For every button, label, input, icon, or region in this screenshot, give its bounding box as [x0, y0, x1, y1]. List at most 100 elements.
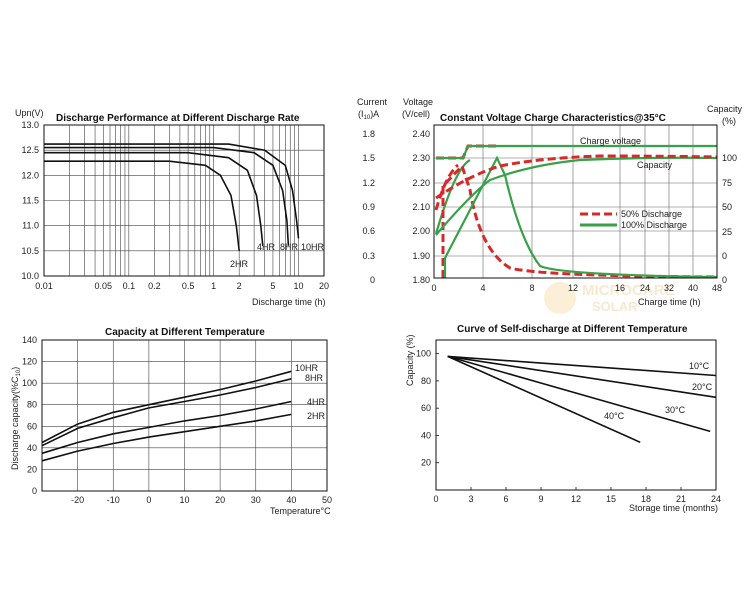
chart1-title: Discharge Performance at Different Disch… — [56, 113, 300, 124]
chart4-x-tick-label: 18 — [641, 494, 651, 504]
chart2-capacity-unit: (%) — [722, 116, 736, 126]
chart3-y-tick-label: 60 — [27, 421, 37, 431]
chart1-x-tick-label: 5 — [270, 281, 275, 291]
chart1-y-tick-label: 11.0 — [22, 221, 39, 231]
legend-100-label: 100% Discharge — [621, 220, 687, 230]
chart3-label-4hr: 4HR — [307, 397, 326, 407]
chart1-x-tick-label: 20 — [319, 281, 329, 291]
chart1-x-tick-label: 0.5 — [182, 281, 195, 291]
self-discharge-chart: Curve of Self-discharge at Different Tem… — [405, 324, 721, 513]
chart3-label-8hr: 8HR — [305, 373, 324, 383]
chart2-current-label: Current — [357, 97, 388, 107]
chart2-x-tick-label: 48 — [712, 283, 722, 293]
chart2-series — [434, 144, 718, 279]
chart2-current-tick-label: 0.6 — [362, 226, 375, 236]
chart3-y-tick-label: 100 — [22, 378, 37, 388]
chart1-x-tick-label: 0.1 — [123, 281, 136, 291]
chart4-title: Curve of Self-discharge at Different Tem… — [457, 324, 688, 335]
chart1-x-tick-label: 0.2 — [148, 281, 161, 291]
watermark-line1: MICROCARE — [582, 282, 675, 299]
watermark-line2: SOLAR — [592, 299, 638, 314]
chart2-capacity-tick-label: 0 — [722, 275, 727, 285]
chart1-x-tick-label: 1 — [211, 281, 216, 291]
chart2-voltage-label: Voltage — [403, 97, 433, 107]
chart2-voltage-tick-label: 1.90 — [412, 251, 430, 261]
chart2-annotation-capacity: Capacity — [637, 160, 673, 170]
chart3-label-10hr: 10HR — [295, 363, 319, 373]
chart4-y-tick-label: 60 — [421, 403, 431, 413]
chart3-series-8hr — [41, 378, 292, 447]
discharge-performance-chart: Discharge Performance at Different Disch… — [15, 108, 329, 307]
chart2-current-unit: (I10)A — [358, 109, 379, 121]
chart1-y-tick-label: 10.5 — [21, 246, 39, 256]
chart1-series — [44, 143, 300, 251]
chart2-voltage-tick-label: 2.00 — [412, 226, 430, 236]
chart4-y-tick-label: 100 — [416, 349, 431, 359]
chart1-x-ticks: 0.01 0.05 0.1 0.2 0.5 1 2 5 10 20 — [35, 281, 329, 291]
chart3-grid — [42, 340, 327, 491]
chart1-series-8hr — [44, 146, 290, 246]
chart3-frame — [41, 339, 328, 492]
chart3-ylabel-close: ) — [10, 367, 20, 370]
chart2-current-unit-open: (I — [358, 109, 364, 119]
chart2-50-capacity — [435, 154, 718, 200]
chart1-label-2hr: 2HR — [230, 259, 249, 269]
chart1-y-tick-label: 11.5 — [22, 196, 39, 206]
chart1-label-10hr: 10HR — [301, 242, 325, 252]
chart2-100-voltage — [436, 144, 717, 160]
chart2-annotation-charge-voltage: Charge voltage — [580, 136, 641, 146]
chart1-y-tick-label: 12.5 — [21, 145, 39, 155]
chart4-label-10c: 10°C — [689, 361, 710, 371]
chart2-capacity-tick-label: 75 — [722, 178, 732, 188]
chart2-current-unit-sub: 10 — [364, 115, 371, 121]
chart2-x-tick-label: 24 — [640, 283, 650, 293]
chart3-x-tick-label: 40 — [286, 495, 296, 505]
chart3-title: Capacity at Different Temperature — [105, 327, 265, 338]
constant-voltage-charge-chart: Constant Voltage Charge Characteristics@… — [357, 97, 743, 307]
chart2-voltage-tick-label: 1.80 — [412, 275, 430, 285]
chart2-current-tick-label: 0.9 — [362, 202, 375, 212]
chart1-x-tick-label: 2 — [237, 281, 242, 291]
chart2-100-current — [443, 155, 718, 279]
chart3-series-2hr — [41, 413, 292, 462]
chart1-series-4hr — [44, 151, 264, 246]
chart2-current-tick-label: 0 — [370, 275, 375, 285]
chart2-100-capacity — [435, 156, 718, 236]
chart2-voltage-tick-label: 2.30 — [412, 153, 430, 163]
chart2-current-tick-label: 1.2 — [362, 178, 375, 188]
chart4-series-40c — [447, 355, 641, 444]
chart3-x-tick-label: -20 — [71, 495, 84, 505]
chart2-current-tick-label: 0.3 — [362, 251, 375, 261]
chart2-x-tick-label: 0 — [431, 283, 436, 293]
chart2-current-tick-label: 1.8 — [362, 129, 375, 139]
chart1-x-tick-label: 10 — [293, 281, 303, 291]
chart3-ylabel: Discharge capacity(%C10) — [10, 367, 22, 470]
chart3-x-tick-label: 0 — [146, 495, 151, 505]
chart2-voltage-tick-label: 2.40 — [412, 129, 430, 139]
chart2-capacity-tick-label: 100 — [722, 153, 737, 163]
chart1-series-2hr — [44, 160, 240, 251]
chart2-title: Constant Voltage Charge Characteristics@… — [440, 113, 666, 124]
chart4-series — [447, 355, 717, 444]
chart2-100-voltage-rise — [434, 159, 471, 235]
chart2-capacity-label: Capacity — [707, 104, 743, 114]
chart1-label-8hr: 8HR — [280, 242, 299, 252]
chart4-label-30c: 30°C — [665, 405, 686, 415]
chart3-y-tick-label: 120 — [22, 357, 37, 367]
chart4-label-20c: 20°C — [692, 382, 713, 392]
chart3-y-tick-label: 0 — [32, 486, 37, 496]
chart4-x-tick-label: 21 — [676, 494, 686, 504]
chart2-x-tick-label: 4 — [480, 283, 485, 293]
chart1-x-tick-label: 0.05 — [95, 281, 113, 291]
chart3-label-2hr: 2HR — [307, 411, 326, 421]
chart4-y-tick-label: 80 — [421, 376, 431, 386]
chart2-x-tick-label: 40 — [688, 283, 698, 293]
watermark: MICROCARE SOLAR — [544, 282, 675, 314]
chart4-x-tick-label: 24 — [711, 494, 721, 504]
chart3-x-tick-label: -10 — [107, 495, 120, 505]
chart4-x-tick-label: 0 — [433, 494, 438, 504]
chart1-frame — [43, 124, 325, 277]
chart1-y-tick-label: 12.0 — [21, 170, 39, 180]
chart1-series-10hr — [44, 143, 300, 239]
